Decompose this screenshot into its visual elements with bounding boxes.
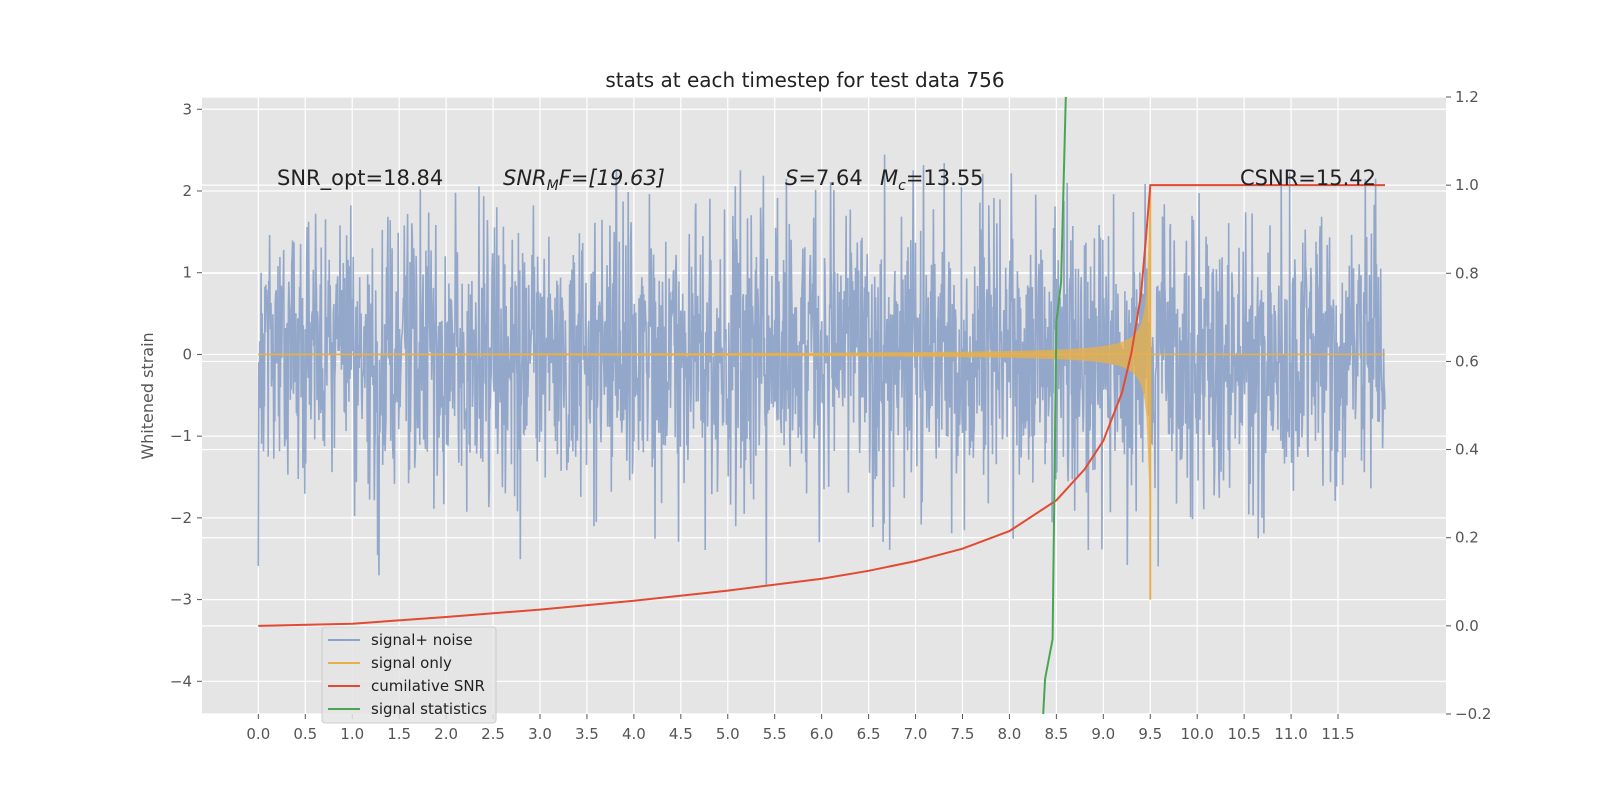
- legend-label-signal-noise: signal+ noise: [371, 631, 473, 649]
- x-tick-label: 10.5: [1227, 725, 1260, 743]
- y-tick-label-left: 1: [182, 264, 192, 282]
- right-axis-ticks: 1.2 1.0 0.8 0.6 0.4 0.2 0.0 −0.2: [1446, 88, 1491, 723]
- x-tick-label: 4.5: [669, 725, 693, 743]
- x-tick-label: 5.5: [763, 725, 787, 743]
- y-tick-label-left: −1: [170, 427, 192, 445]
- x-tick-label: 7.0: [904, 725, 928, 743]
- x-tick-label: 6.5: [857, 725, 881, 743]
- y-tick-label-left: 0: [182, 345, 192, 363]
- x-tick-label: 1.0: [340, 725, 364, 743]
- annotation-mc: Mc=13.55: [880, 166, 984, 194]
- annotation-s: S=7.64: [785, 166, 863, 190]
- x-axis-ticks: 0.0 0.5 1.0 1.5 2.0 2.5 3.0 3.5 4.0 4.5 5.0 5.5 6.0 6…: [246, 714, 1355, 743]
- legend-label-cumulative-snr: cumilative SNR: [371, 677, 485, 695]
- s-value: =7.64: [798, 166, 862, 190]
- x-tick-label: 10.0: [1180, 725, 1213, 743]
- snr-mf-base: SNR: [503, 166, 547, 190]
- signal-layer: [258, 188, 1385, 600]
- y-tick-label-right: 0.4: [1455, 441, 1479, 459]
- series-signal-noise: [257, 154, 1386, 585]
- x-tick-label: 4.0: [622, 725, 646, 743]
- x-tick-label: 7.5: [951, 725, 975, 743]
- x-tick-label: 0.0: [246, 725, 270, 743]
- y-tick-label-right: 0.2: [1455, 529, 1479, 547]
- mc-sub: c: [898, 178, 906, 194]
- legend-label-signal-statistics: signal statistics: [371, 700, 487, 718]
- x-tick-label: 3.5: [575, 725, 599, 743]
- y-axis-label: Whitened strain: [138, 332, 157, 459]
- y-tick-label-left: 2: [182, 182, 192, 200]
- y-tick-label-right: 0.0: [1455, 617, 1479, 635]
- y-tick-label-left: 3: [182, 100, 192, 118]
- s-label: S: [785, 166, 798, 190]
- left-axis-ticks: 3 2 1 0 −1 −2 −3 −4: [170, 100, 202, 690]
- annotation-snr-mf: SNRMF=[19.63]: [503, 166, 665, 194]
- y-tick-label-left: −2: [170, 509, 192, 527]
- x-tick-label: 8.5: [1044, 725, 1068, 743]
- series-cumulative-snr: [258, 184, 1385, 627]
- x-tick-label: 11.5: [1321, 725, 1354, 743]
- series-signal-statistics: [1042, 97, 1067, 714]
- legend-label-signal-only: signal only: [371, 654, 452, 672]
- x-tick-label: 2.0: [434, 725, 458, 743]
- annotation-csnr: CSNR=15.42: [1240, 166, 1376, 190]
- y-tick-label-left: −4: [170, 672, 192, 690]
- chart-title: stats at each timestep for test data 756: [605, 68, 1004, 92]
- snr-mf-sub: M: [547, 178, 559, 194]
- x-tick-label: 3.0: [528, 725, 552, 743]
- x-tick-label: 9.5: [1138, 725, 1162, 743]
- y-tick-label-right: 0.6: [1455, 352, 1479, 370]
- x-tick-label: 9.0: [1091, 725, 1115, 743]
- noise-layer: [257, 154, 1386, 585]
- x-tick-label: 8.0: [997, 725, 1021, 743]
- y-tick-label-right: 1.2: [1455, 88, 1479, 106]
- mc-base: M: [880, 166, 898, 190]
- x-tick-label: 0.5: [293, 725, 317, 743]
- x-tick-label: 6.0: [810, 725, 834, 743]
- snr-mf-tail: F=[19.63]: [559, 166, 665, 190]
- mc-value: =13.55: [906, 166, 984, 190]
- annotation-snr-opt: SNR_opt=18.84: [277, 166, 443, 191]
- y-tick-label-right: 1.0: [1455, 176, 1479, 194]
- legend-box: [321, 626, 497, 724]
- x-tick-label: 5.0: [716, 725, 740, 743]
- y-tick-label-left: −3: [170, 591, 192, 609]
- x-tick-label: 2.5: [481, 725, 505, 743]
- y-tick-label-right: −0.2: [1455, 705, 1491, 723]
- y-tick-label-right: 0.8: [1455, 264, 1479, 282]
- x-tick-label: 11.0: [1274, 725, 1307, 743]
- legend: signal+ noise signal only cumilative SNR…: [321, 626, 497, 724]
- x-tick-label: 1.5: [387, 725, 411, 743]
- right-axis-layer: [258, 97, 1385, 714]
